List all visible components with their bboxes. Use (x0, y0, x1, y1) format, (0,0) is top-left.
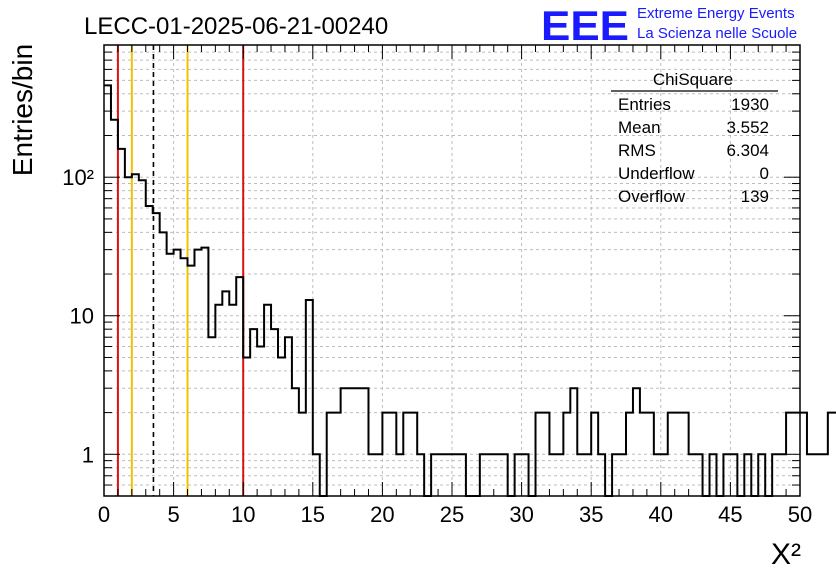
grid (104, 44, 800, 497)
histogram-series (104, 84, 836, 497)
x-tick-label: 10 (231, 502, 255, 527)
y-tick-label: 10² (62, 165, 94, 190)
chart-title: LECC-01-2025-06-21-00240 (84, 13, 388, 40)
histogram-step-line (104, 84, 836, 497)
stats-value-rms: 6.304 (726, 141, 769, 160)
x-tick-label: 40 (649, 502, 673, 527)
eee-logo-line1: Extreme Energy Events (637, 5, 795, 22)
y-axis-label: Entries/bin (7, 44, 38, 176)
eee-logo-line2: La Scienza nelle Scuole (637, 25, 797, 42)
x-tick-label: 15 (301, 502, 325, 527)
x-tick-label: 30 (509, 502, 533, 527)
stats-label-mean: Mean (618, 118, 661, 137)
stats-label-overflow: Overflow (618, 187, 686, 206)
x-tick-labels: 0 5 10 15 20 25 30 35 40 45 50 (98, 502, 812, 527)
x-tick-label: 50 (788, 502, 812, 527)
eee-logo-mark: EEE (541, 2, 629, 49)
stats-label-underflow: Underflow (618, 164, 695, 183)
x-tick-label: 25 (440, 502, 464, 527)
stats-value-mean: 3.552 (726, 118, 769, 137)
y-tick-label: 1 (82, 442, 94, 467)
stats-box: ChiSquare Entries 1930 Mean 3.552 RMS 6.… (611, 70, 778, 206)
x-axis-label: X² (771, 538, 801, 571)
stats-value-overflow: 139 (741, 187, 769, 206)
stats-label-rms: RMS (618, 141, 656, 160)
stats-title: ChiSquare (653, 70, 733, 89)
stats-value-entries: 1930 (731, 95, 769, 114)
eee-logo: EEE Extreme Energy Events La Scienza nel… (541, 2, 797, 49)
x-tick-label: 35 (579, 502, 603, 527)
x-tick-label: 5 (167, 502, 179, 527)
x-tick-label: 20 (370, 502, 394, 527)
y-tick-label: 10 (70, 304, 94, 329)
stats-label-entries: Entries (618, 95, 671, 114)
axis-ticks (103, 44, 801, 497)
x-tick-label: 0 (98, 502, 110, 527)
stats-value-underflow: 0 (760, 164, 769, 183)
y-tick-labels: 1 10 10² (62, 165, 94, 467)
x-tick-label: 45 (718, 502, 742, 527)
